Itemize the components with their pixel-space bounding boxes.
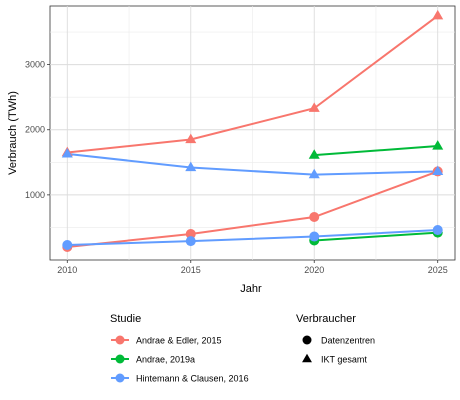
x-tick-label: 2025: [428, 265, 448, 275]
x-tick-label: 2010: [57, 265, 77, 275]
data-point-circle: [185, 228, 196, 239]
legend-title-consumer: Verbraucher: [296, 313, 356, 325]
series-line: [314, 231, 438, 242]
series-line: [67, 152, 438, 176]
data-point-triangle: [432, 140, 444, 150]
data-point-circle: [62, 240, 73, 251]
legend-label: Datenzentren: [321, 336, 375, 346]
data-point-triangle: [308, 149, 320, 159]
legend-shape: [302, 335, 312, 345]
legend-marker: [115, 354, 125, 364]
series-line: [67, 229, 438, 247]
legend-label: Andrae, 2019a: [136, 355, 195, 365]
legend-label: Andrae & Edler, 2015: [136, 336, 222, 346]
data-point-circle: [432, 225, 443, 236]
axes: 2010 2015 2020 2025 1000 2000 3000: [25, 60, 448, 275]
legend-title-study: Studie: [110, 313, 141, 325]
x-tick-label: 2015: [181, 265, 201, 275]
y-tick-label: 3000: [25, 60, 45, 70]
y-axis-title: Verbrauch (TWh): [7, 91, 19, 175]
legend-marker: [115, 373, 125, 383]
data-point-triangle: [432, 165, 444, 176]
data-point-triangle: [432, 9, 444, 20]
legend-shape: [302, 353, 312, 363]
data-point-circle: [309, 212, 320, 223]
legend-consumer-items: Datenzentren IKT gesamt: [302, 335, 375, 365]
legend-label: IKT gesamt: [321, 355, 367, 365]
data-point-circle: [185, 236, 196, 247]
series-line: [67, 170, 439, 248]
series-line: [314, 145, 438, 157]
series-lines: [67, 14, 439, 248]
legend: Studie Andrae & Edler, 2015 Andrae, 2019a…: [110, 313, 375, 384]
legend-marker: [115, 335, 125, 345]
y-tick-label: 2000: [25, 125, 45, 135]
x-axis-title: Jahr: [240, 283, 262, 295]
data-point-triangle: [308, 168, 320, 179]
data-point-triangle: [185, 133, 197, 144]
data-point-triangle: [61, 147, 73, 158]
y-tick-label: 1000: [25, 190, 45, 200]
data-point-circle: [309, 231, 320, 242]
series-line: [67, 14, 439, 154]
series-markers: [61, 9, 444, 252]
x-tick-label: 2020: [304, 265, 324, 275]
data-point-triangle: [308, 102, 320, 112]
legend-label: Hintemann & Clausen, 2016: [136, 374, 249, 384]
legend-study-items: Andrae & Edler, 2015 Andrae, 2019a Hintema…: [111, 335, 249, 384]
grid: [50, 6, 455, 260]
data-point-triangle: [185, 161, 197, 172]
